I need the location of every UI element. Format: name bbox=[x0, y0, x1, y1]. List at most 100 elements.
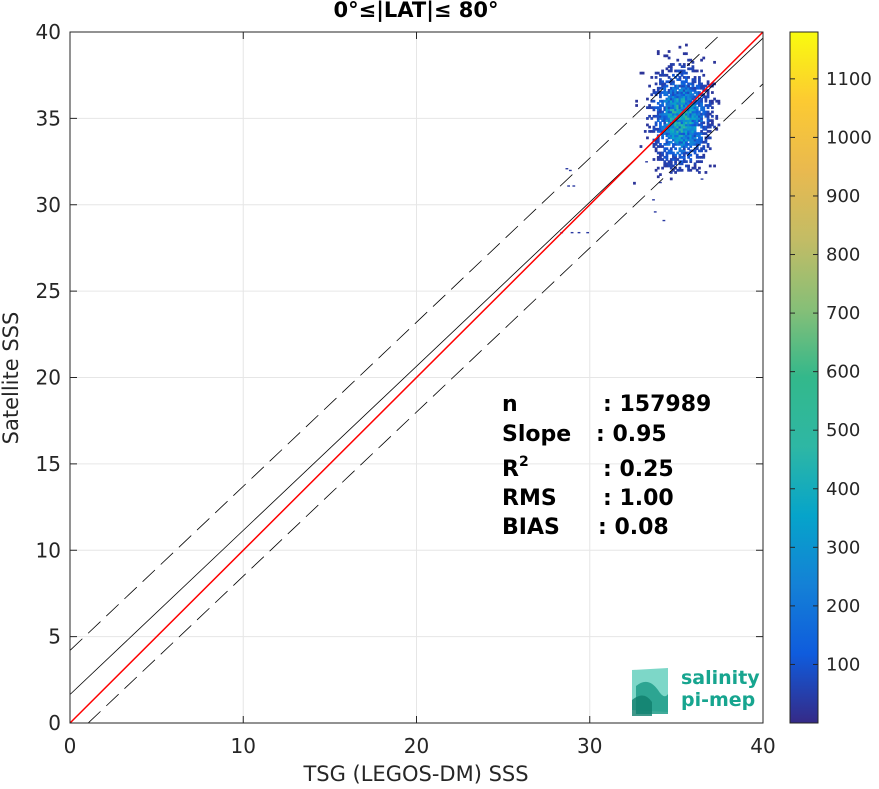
density-cell bbox=[713, 60, 716, 64]
density-cell bbox=[700, 84, 703, 88]
density-cell bbox=[706, 121, 710, 125]
density-cell bbox=[678, 155, 682, 159]
density-cell bbox=[669, 134, 673, 138]
density-cell bbox=[665, 108, 669, 112]
upper-bound-line bbox=[70, 32, 724, 651]
density-cell bbox=[708, 164, 712, 168]
density-cell bbox=[652, 145, 656, 148]
density-cell bbox=[691, 80, 695, 84]
density-cell bbox=[680, 132, 684, 135]
density-cell bbox=[702, 84, 706, 88]
colorbar-tick-label: 1100 bbox=[826, 69, 872, 90]
density-cell bbox=[698, 112, 701, 116]
density-cell bbox=[685, 89, 688, 92]
density-cell bbox=[693, 130, 697, 133]
density-cell bbox=[682, 99, 686, 103]
density-cell bbox=[695, 160, 699, 164]
density-cell bbox=[685, 104, 688, 107]
density-cell bbox=[661, 99, 664, 103]
density-cell bbox=[689, 86, 693, 90]
density-cell bbox=[685, 78, 688, 81]
density-cell bbox=[678, 166, 682, 170]
density-cell bbox=[689, 142, 693, 146]
density-cell bbox=[648, 104, 651, 107]
density-cell bbox=[680, 97, 684, 101]
density-cell bbox=[656, 140, 660, 144]
density-cell bbox=[702, 127, 706, 131]
density-cell bbox=[665, 110, 669, 114]
density-cell bbox=[693, 142, 697, 146]
density-cell bbox=[674, 123, 677, 127]
density-cell bbox=[674, 130, 677, 133]
density-cell bbox=[695, 134, 699, 138]
colorbar-tick-label: 500 bbox=[826, 420, 860, 441]
density-cell bbox=[708, 101, 712, 105]
density-cell bbox=[674, 125, 677, 129]
density-cell bbox=[674, 166, 677, 170]
density-cell bbox=[652, 130, 656, 133]
density-cell bbox=[689, 95, 693, 99]
density-cell bbox=[577, 231, 581, 234]
y-tick-label: 35 bbox=[36, 106, 61, 130]
density-cell bbox=[567, 185, 570, 187]
density-cell bbox=[700, 132, 703, 135]
density-cell bbox=[691, 127, 695, 131]
density-cell bbox=[676, 95, 680, 99]
density-cell bbox=[680, 119, 684, 122]
density-cell bbox=[700, 123, 703, 127]
density-cell bbox=[650, 76, 654, 79]
density-cell bbox=[698, 155, 701, 159]
density-cell bbox=[661, 112, 664, 116]
density-cell bbox=[667, 160, 671, 164]
density-cell bbox=[672, 151, 675, 155]
density-cell bbox=[706, 130, 710, 133]
density-cell bbox=[672, 91, 675, 94]
density-cell bbox=[661, 136, 664, 140]
density-cell bbox=[674, 114, 677, 118]
density-cell bbox=[672, 89, 675, 92]
density-cell bbox=[661, 117, 664, 120]
density-cell bbox=[678, 140, 682, 144]
density-cell bbox=[656, 106, 660, 110]
density-cell bbox=[680, 140, 684, 144]
density-cell bbox=[687, 91, 690, 94]
density-cell bbox=[689, 145, 693, 148]
density-cell bbox=[568, 169, 572, 172]
density-cell bbox=[667, 97, 671, 101]
density-cell bbox=[702, 86, 706, 90]
density-cell bbox=[687, 136, 690, 140]
chart-title: 0°≤|LAT|≤ 80° bbox=[333, 0, 498, 23]
density-cell bbox=[708, 112, 712, 116]
density-cell bbox=[687, 108, 690, 112]
x-tick-label: 20 bbox=[404, 734, 429, 758]
density-cell bbox=[704, 104, 708, 107]
density-cell bbox=[689, 158, 693, 161]
density-cell bbox=[672, 99, 675, 103]
density-cell bbox=[700, 138, 703, 142]
density-cell bbox=[693, 78, 697, 81]
density-cell bbox=[708, 125, 712, 129]
density-cell bbox=[656, 91, 660, 94]
density-cell bbox=[653, 211, 657, 213]
density-cell bbox=[691, 119, 695, 122]
density-cell bbox=[698, 76, 701, 79]
density-cell bbox=[659, 123, 662, 127]
density-cell bbox=[717, 99, 721, 103]
density-cell bbox=[672, 104, 675, 107]
density-cell bbox=[704, 84, 708, 88]
density-cell bbox=[659, 117, 662, 120]
density-cell bbox=[693, 89, 697, 92]
density-cell bbox=[682, 106, 686, 110]
density-cell bbox=[663, 82, 667, 86]
density-cell bbox=[667, 117, 671, 120]
density-cell bbox=[706, 145, 710, 148]
density-cell bbox=[667, 119, 671, 122]
density-cell bbox=[665, 99, 669, 103]
density-cell bbox=[648, 130, 651, 133]
density-cell bbox=[659, 127, 662, 131]
density-cell bbox=[682, 89, 686, 92]
density-cell bbox=[680, 130, 684, 133]
density-cell bbox=[676, 125, 680, 129]
density-cell bbox=[689, 114, 693, 118]
density-cell bbox=[706, 142, 710, 146]
